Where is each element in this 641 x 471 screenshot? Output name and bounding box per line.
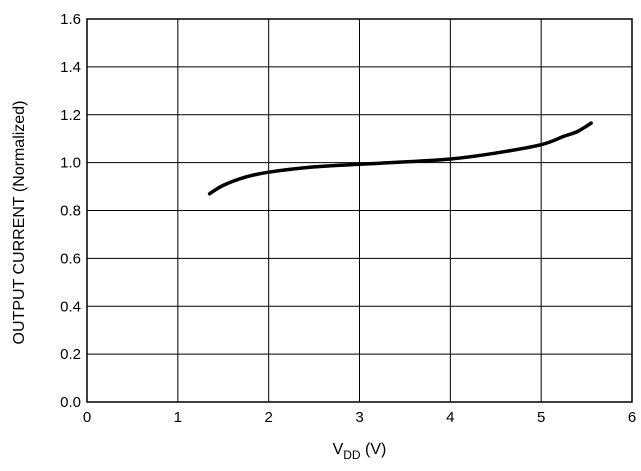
y-tick-label: 0.2	[60, 346, 81, 363]
x-tick-label: 1	[174, 409, 182, 426]
grid	[86, 18, 633, 403]
y-tick-label: 0.8	[60, 203, 81, 220]
plot-frame	[86, 18, 633, 403]
y-tick-label: 1.2	[60, 107, 81, 124]
x-tick-label: 4	[446, 409, 454, 426]
y-tick-label: 0.4	[60, 298, 81, 315]
x-tick-labels: 0 1 2 3 4 5 6	[83, 409, 636, 426]
y-tick-labels: 0.0 0.2 0.4 0.6 0.8 1.0 1.2 1.4 1.6	[60, 11, 81, 411]
x-axis-label: VDD (V)	[333, 441, 387, 462]
x-axis-label-unit: (V)	[361, 441, 387, 458]
series-group	[207, 121, 593, 196]
x-tick-label: 3	[355, 409, 363, 426]
x-tick-label: 5	[537, 409, 545, 426]
y-tick-label: 0.0	[60, 394, 81, 411]
y-tick-label: 1.0	[60, 155, 81, 172]
x-tick-label: 6	[628, 409, 636, 426]
x-axis-label-subscript: DD	[343, 448, 361, 462]
y-axis-label: OUTPUT CURRENT (Normalized)	[11, 101, 28, 345]
series-line-0	[207, 121, 593, 196]
x-tick-label: 2	[264, 409, 272, 426]
y-tick-label: 0.6	[60, 250, 81, 267]
y-tick-label: 1.6	[60, 11, 81, 28]
x-axis-label-main: V	[333, 441, 344, 458]
x-tick-label: 0	[83, 409, 91, 426]
y-tick-label: 1.4	[60, 59, 81, 76]
